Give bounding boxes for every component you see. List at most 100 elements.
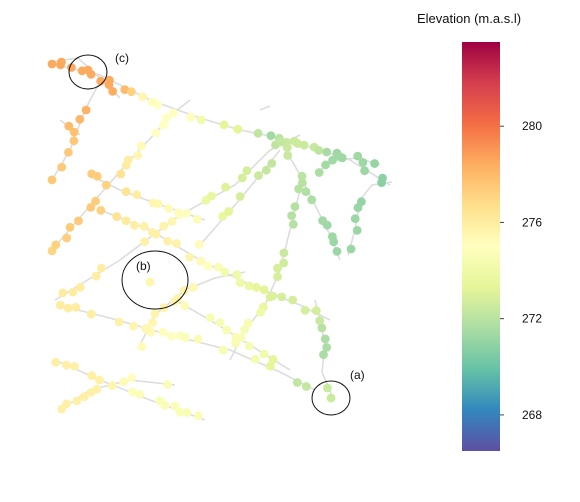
network-node [279,258,289,268]
network-node [207,191,216,201]
network-node [151,128,161,138]
network-node [244,281,254,291]
network-node [232,270,242,280]
network-node [235,278,245,288]
network-node [265,292,275,302]
network-node [300,305,310,315]
network-node [86,203,96,212]
pipe-segment [259,105,271,111]
network-node [47,59,57,69]
network-node [132,190,142,200]
network-node [185,252,195,262]
network-node [47,175,57,185]
network-node [294,184,303,194]
network-node [307,195,317,205]
network-node [287,211,296,221]
network-node [358,158,368,167]
network-node [290,202,300,212]
network-node [321,160,330,170]
network-node [292,378,302,387]
network-node [231,332,241,342]
network-node [279,248,289,258]
network-node [243,318,253,328]
annotation-circle-b [121,250,189,310]
network-node [277,292,287,302]
colorbar-tick-label: 272 [522,312,542,326]
network-node [163,380,173,389]
network-node [72,396,82,406]
network-node [322,343,332,352]
network-node [92,384,102,394]
network-node [282,143,292,153]
network-node [97,263,106,273]
network-node [71,302,81,312]
network-node [51,357,60,367]
network-node [114,317,124,327]
network-node [194,411,203,421]
network-node [218,345,228,355]
network-node [55,300,65,310]
network-node [86,309,96,319]
network-node [75,114,85,124]
network-node [314,168,324,177]
network-node [221,182,230,192]
highlighted-node [83,65,93,75]
network-node [70,362,79,371]
network-node [224,207,234,216]
network-node [96,206,106,215]
network-node [299,140,309,150]
network-node [268,355,278,364]
colorbar-tick-label: 268 [522,408,542,422]
network-node [180,301,190,310]
network-node [95,375,104,385]
network-node [235,192,245,201]
colorbar: Elevation (m.a.s.l) 268 272 276 280 [417,11,542,451]
network-node [259,285,269,295]
network-node [154,199,163,209]
highlighted-node [145,277,155,287]
network-node [64,147,73,157]
network-node [203,261,213,271]
network-node [69,127,79,137]
network-node [129,321,138,331]
network-node [196,115,206,125]
network-node [139,222,149,231]
network-node [220,267,230,277]
network-node [267,159,277,168]
network-node [328,155,337,165]
colorbar-gradient [462,42,500,451]
highlighted-node [326,393,336,403]
network-node [68,287,78,297]
network-node [151,229,161,239]
network-node [188,283,198,292]
network-node [288,219,298,229]
network-node [126,87,136,97]
network-node [237,173,247,183]
network-node [167,331,176,341]
network-node [57,162,67,172]
network-node [148,318,157,327]
network-node [91,196,100,206]
network-node [218,211,228,221]
network-node [222,325,232,335]
network-node [352,226,362,235]
network-node [136,141,146,151]
network-node [256,308,265,317]
colorbar-title: Elevation (m.a.s.l) [417,11,521,26]
network-node [320,334,330,344]
network-node [182,208,191,218]
network-node [173,208,183,218]
network-node [120,85,130,94]
network-node [123,155,133,165]
network-node [63,303,73,313]
network-node [121,216,131,226]
network-node [64,121,74,131]
network-node [140,237,150,247]
network-node [161,113,171,123]
network-node [283,151,293,160]
network-node [214,262,223,272]
network-node [133,151,143,160]
network-node [101,180,111,190]
network-node [314,146,324,155]
